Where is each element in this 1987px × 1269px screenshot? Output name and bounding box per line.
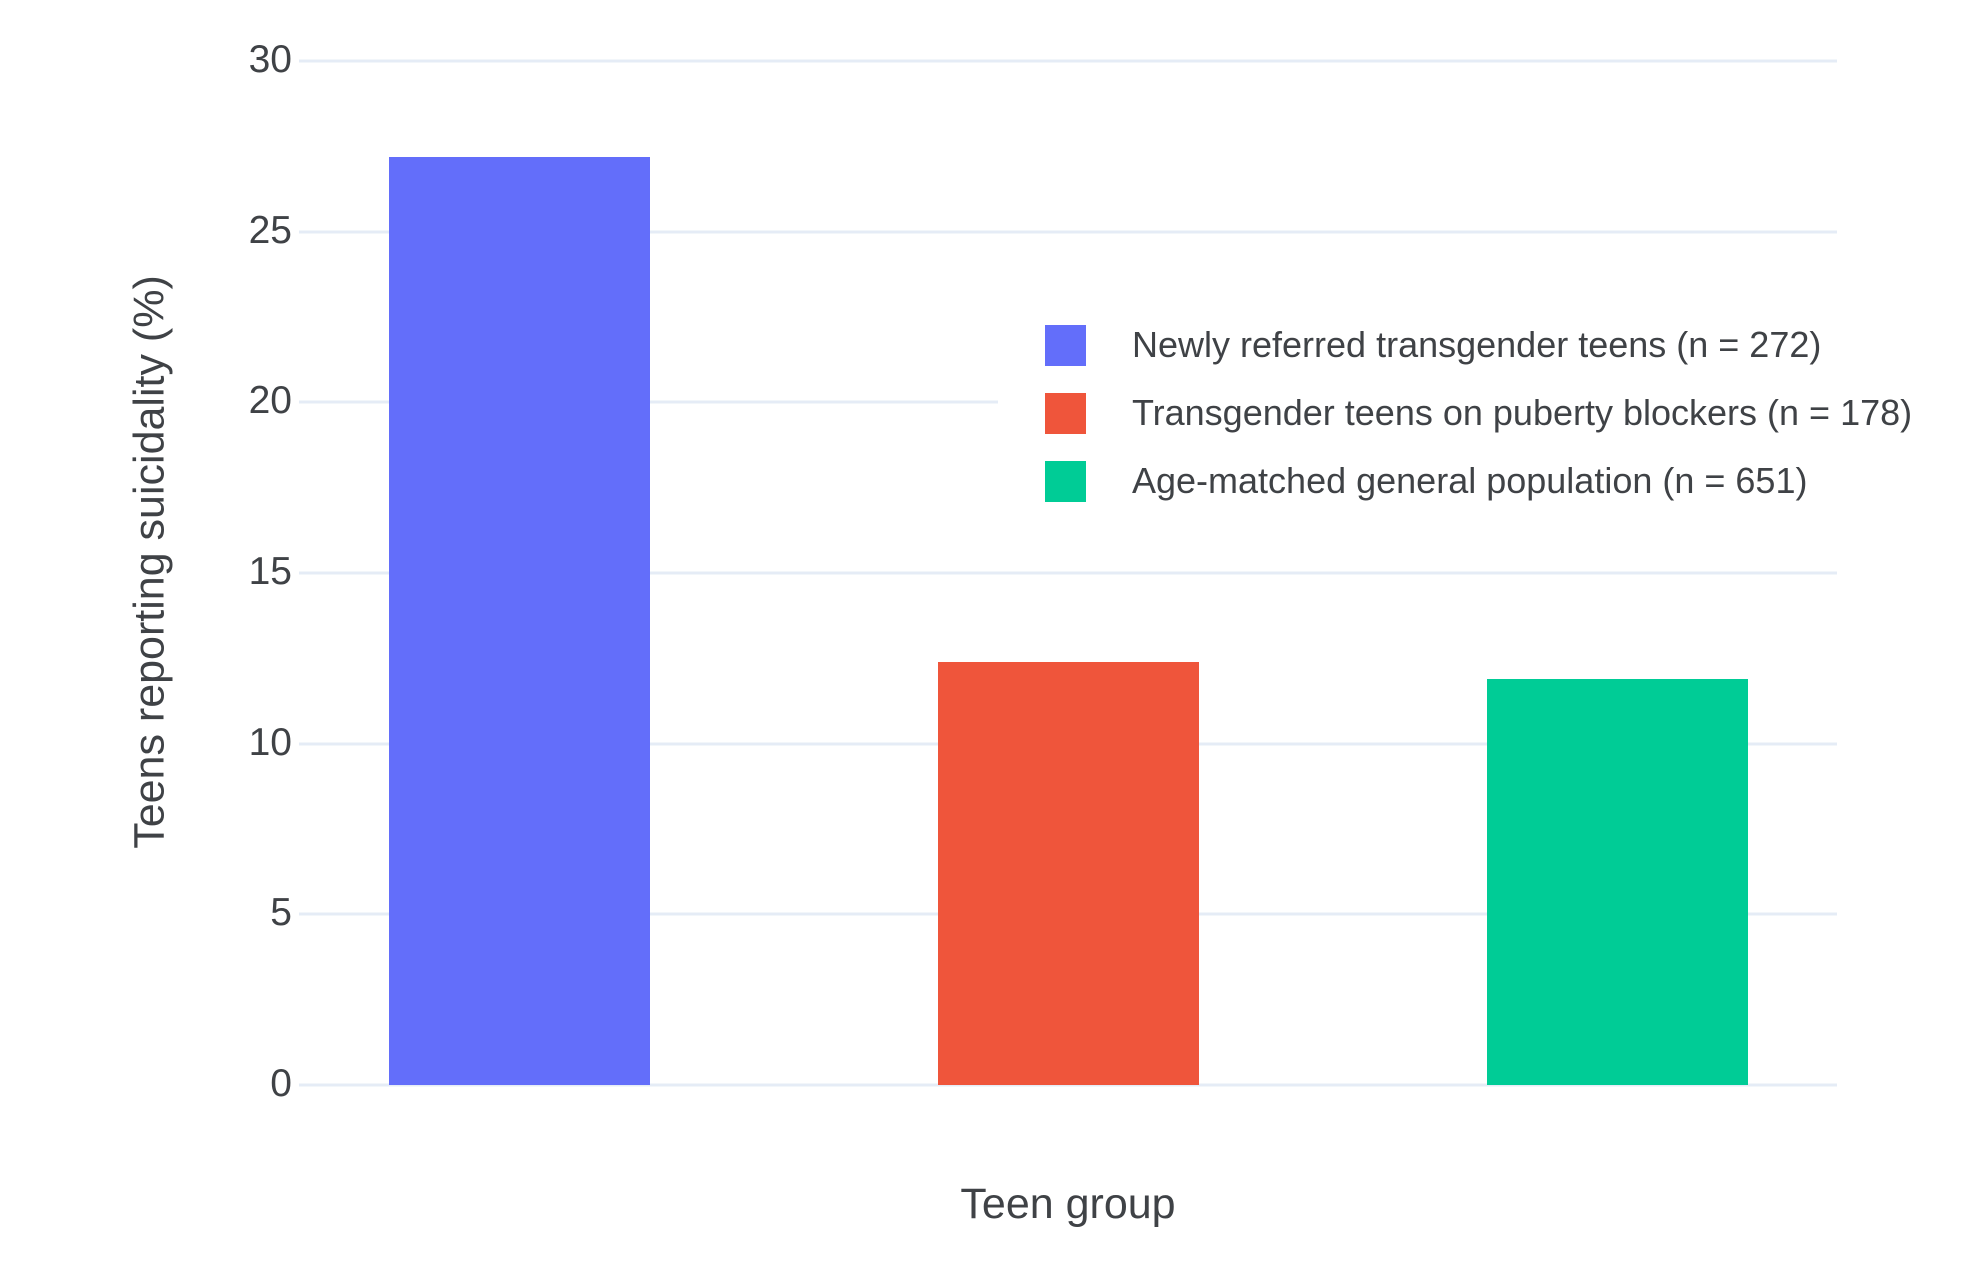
gridline-15 [299, 571, 1837, 575]
legend-item-1: Transgender teens on puberty blockers (n… [1045, 379, 1912, 447]
gridline-25 [299, 230, 1837, 234]
legend: Newly referred transgender teens (n = 27… [998, 299, 1955, 529]
plot-area: Newly referred transgender teens (n = 27… [299, 59, 1955, 1087]
y-tick-20: 20 [248, 379, 292, 423]
y-tick-30: 30 [248, 37, 292, 81]
y-tick-15: 15 [248, 549, 292, 593]
y-tick-0: 0 [270, 1061, 292, 1105]
gridline-30 [299, 59, 1837, 63]
legend-swatch-icon [1045, 324, 1086, 366]
gridline-0 [299, 1083, 1837, 1087]
bar-2-age-matched-general-population [1487, 678, 1748, 1085]
legend-label: Transgender teens on puberty blockers (n… [1132, 392, 1913, 433]
bar-1-transgender-teens-on-puberty-blockers [938, 661, 1199, 1085]
legend-label: Age-matched general population (n = 651) [1132, 460, 1808, 501]
x-axis-title: Teen group [960, 1180, 1176, 1228]
legend-label: Newly referred transgender teens (n = 27… [1132, 324, 1822, 365]
legend-item-2: Age-matched general population (n = 651) [1045, 447, 1912, 515]
legend-swatch-icon [1045, 392, 1086, 434]
y-tick-10: 10 [248, 720, 292, 764]
y-axis-tick-labels: 0 5 10 15 20 25 30 [0, 40, 292, 1103]
legend-swatch-icon [1045, 460, 1086, 502]
legend-item-0: Newly referred transgender teens (n = 27… [1045, 311, 1912, 379]
bar-0-newly-referred-transgender-teens [389, 156, 650, 1085]
y-tick-5: 5 [270, 891, 292, 935]
y-tick-25: 25 [248, 208, 292, 252]
